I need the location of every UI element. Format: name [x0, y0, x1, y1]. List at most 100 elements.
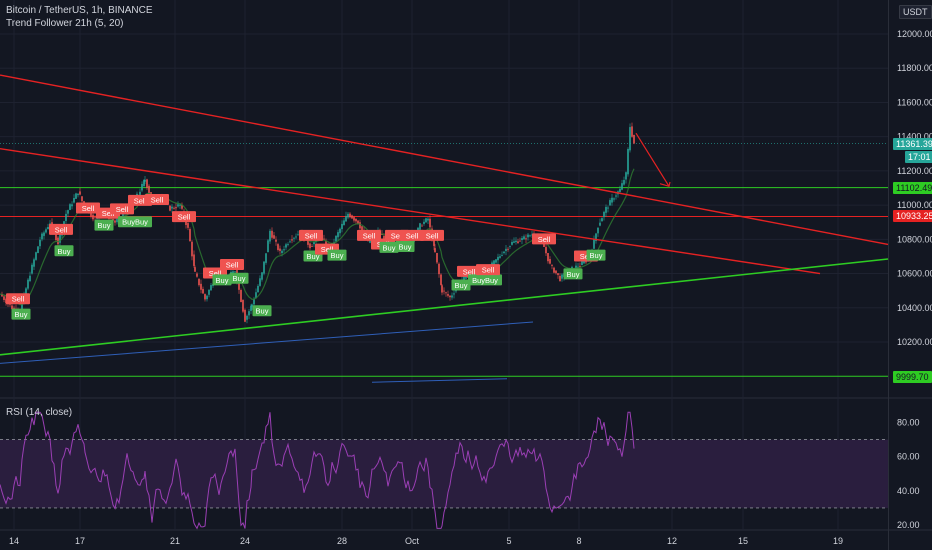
sell-signal-label: [220, 259, 244, 270]
candle: [434, 248, 436, 253]
candle: [309, 243, 311, 249]
candle: [307, 240, 309, 245]
candle: [581, 261, 583, 265]
buy-signal-label: [379, 241, 399, 253]
candle: [200, 283, 202, 290]
arrow-head: [659, 181, 671, 188]
candle: [557, 273, 559, 275]
sell-signal-text: Sell: [102, 209, 115, 218]
candle: [623, 180, 625, 185]
rsi-y-tick-label: 20.00: [897, 520, 920, 530]
candle: [196, 273, 198, 277]
candle: [361, 226, 363, 231]
candle: [267, 240, 269, 253]
rsi-y-tick-label: 60.00: [897, 452, 920, 462]
buy-signal-text: Buy: [233, 274, 246, 283]
candle: [421, 225, 423, 227]
candle: [204, 294, 206, 300]
candle: [293, 237, 295, 239]
candle: [51, 222, 53, 225]
candle: [381, 234, 383, 235]
candle: [353, 217, 355, 221]
buy-signal-label: [327, 249, 347, 261]
candle: [175, 207, 177, 209]
x-tick-label: 12: [667, 536, 677, 546]
candle: [511, 241, 513, 245]
buy-signal-label: [563, 268, 583, 280]
candle: [263, 261, 265, 274]
buy-signal-label: [212, 274, 232, 286]
candle: [633, 134, 635, 144]
countdown-tag: 17:01: [905, 151, 932, 163]
candle: [523, 236, 525, 240]
candle: [238, 280, 240, 290]
candle: [347, 213, 349, 218]
sell-signal-label: [145, 193, 169, 205]
buy-signal-text: BuyBuy: [472, 276, 498, 285]
candle: [323, 238, 325, 240]
candle: [443, 290, 445, 292]
y-tick-label: 12000.00: [897, 29, 932, 39]
buy-signal-label: [586, 249, 606, 261]
candle: [551, 265, 553, 266]
candle: [599, 222, 601, 226]
candle: [1, 294, 3, 297]
sell-signal-text: Sell: [363, 231, 376, 240]
candle: [289, 241, 291, 243]
sell-signal-text: Sell: [538, 235, 551, 244]
candle: [250, 305, 252, 311]
candle: [351, 215, 353, 219]
candle: [579, 266, 581, 267]
candle: [359, 222, 361, 229]
bottom-level-tag: 9999.70: [893, 371, 932, 383]
candle: [545, 247, 547, 254]
x-tick-label: 28: [337, 536, 347, 546]
candle: [90, 212, 92, 217]
y-tick-label: 11000.00: [897, 200, 932, 210]
candle: [116, 218, 118, 223]
candle: [41, 233, 43, 240]
x-tick-label: 14: [9, 536, 19, 546]
candle: [369, 240, 371, 243]
candle: [67, 210, 69, 214]
candle: [112, 218, 114, 221]
candle: [453, 293, 455, 295]
candle: [441, 285, 443, 293]
sell-signal-text: Sell: [321, 245, 334, 254]
rsi-band-fill: [0, 439, 888, 508]
candle: [629, 127, 631, 151]
buy-signal-label: [11, 308, 31, 320]
candle: [607, 207, 609, 209]
candle: [92, 214, 94, 220]
candle: [383, 235, 385, 240]
candle: [259, 278, 261, 286]
sell-signal-text: Sell: [55, 225, 68, 234]
y-tick-label: 10200.00: [897, 337, 932, 347]
x-tick-label: 5: [506, 536, 511, 546]
candle: [519, 240, 521, 242]
sell-signal-label: [476, 264, 500, 276]
candle: [287, 244, 289, 245]
rsi-line: [0, 411, 635, 530]
candle: [625, 172, 627, 180]
candle: [601, 218, 603, 222]
currency-badge[interactable]: USDT: [899, 5, 932, 19]
sell-signal-text: Sell: [391, 231, 404, 240]
candle: [423, 221, 425, 224]
candle: [493, 260, 495, 265]
buy-signal-text: Buy: [590, 251, 603, 260]
candle: [529, 235, 531, 237]
sell-signal-text: Sell: [151, 195, 164, 204]
candle: [463, 276, 465, 281]
sell-signal-label: [6, 293, 30, 305]
sell-signal-label: [299, 229, 323, 241]
candle: [555, 270, 557, 274]
candle: [3, 296, 5, 300]
candle: [73, 198, 75, 203]
buy-signal-text: Buy: [256, 307, 269, 316]
candle: [27, 279, 29, 289]
x-tick-label: 24: [240, 536, 250, 546]
candle: [325, 241, 327, 246]
candle: [495, 259, 497, 263]
